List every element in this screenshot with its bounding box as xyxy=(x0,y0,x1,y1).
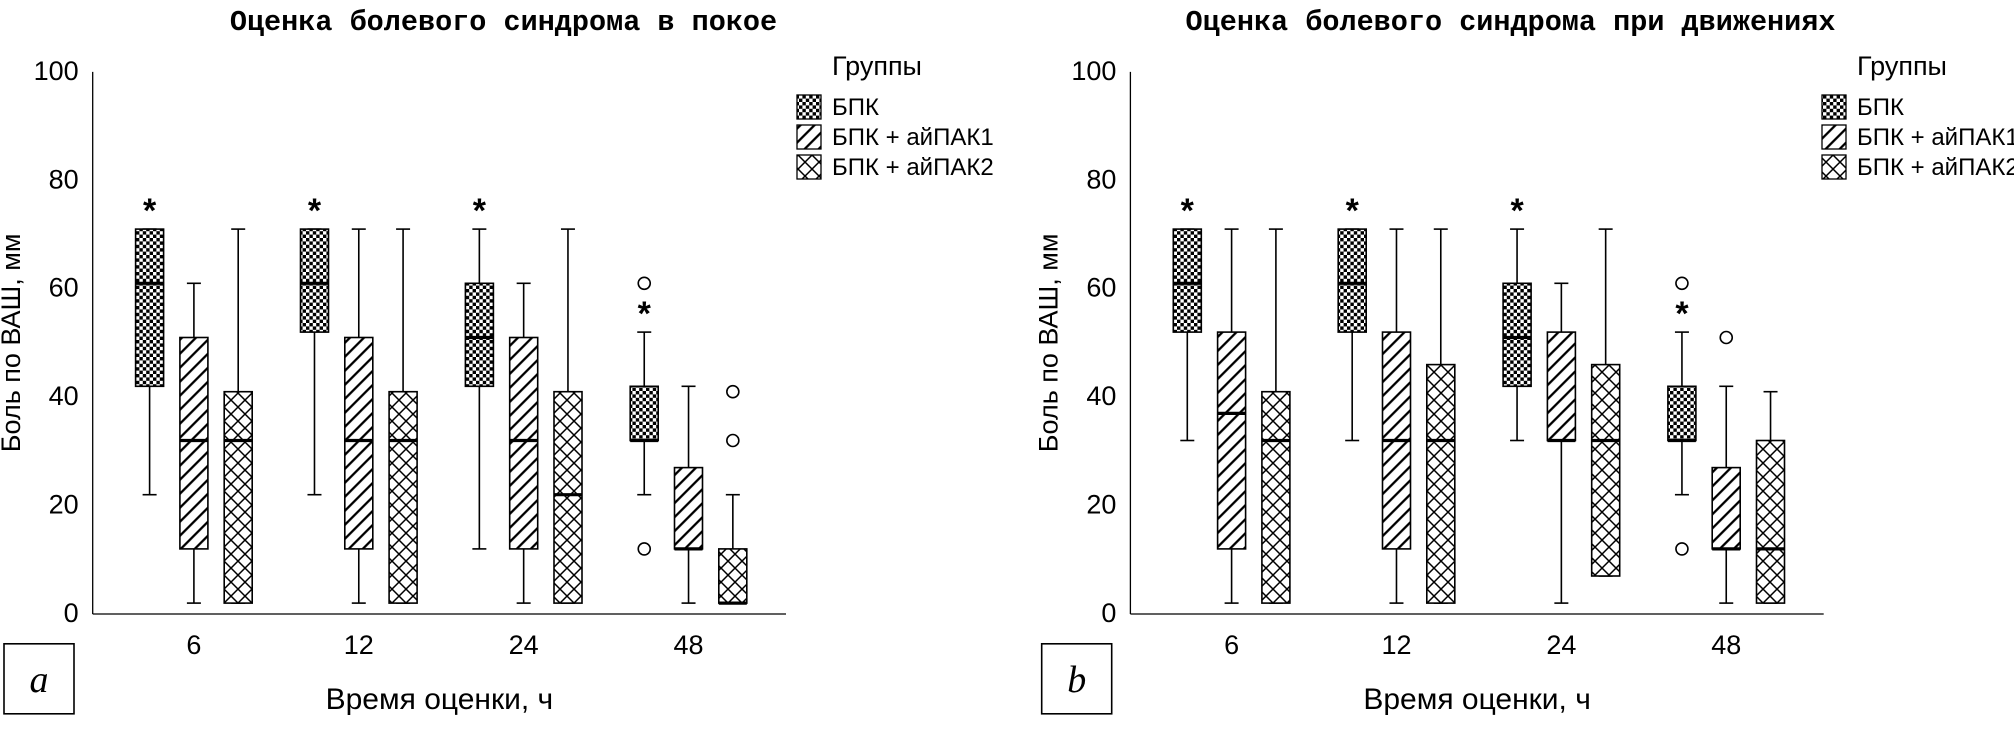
svg-text:БПК + айПАК2: БПК + айПАК2 xyxy=(832,154,994,181)
svg-text:80: 80 xyxy=(49,164,79,194)
svg-text:80: 80 xyxy=(1086,164,1116,194)
svg-text:a: a xyxy=(30,659,49,701)
svg-text:БПК + айПАК1: БПК + айПАК1 xyxy=(832,124,994,151)
svg-text:Группы: Группы xyxy=(832,51,922,81)
svg-text:12: 12 xyxy=(344,630,374,660)
svg-text:*: * xyxy=(638,295,652,333)
svg-text:6: 6 xyxy=(186,630,201,660)
svg-text:Группы: Группы xyxy=(1857,51,1947,81)
svg-text:40: 40 xyxy=(1086,381,1116,411)
svg-text:b: b xyxy=(1067,659,1086,701)
svg-text:48: 48 xyxy=(1711,630,1741,660)
svg-text:20: 20 xyxy=(1086,490,1116,520)
svg-text:Боль по ВАШ, мм: Боль по ВАШ, мм xyxy=(0,234,26,453)
svg-text:24: 24 xyxy=(1546,630,1576,660)
svg-text:*: * xyxy=(1346,192,1360,230)
svg-text:*: * xyxy=(473,192,487,230)
svg-text:Оценка болевого синдрома в пок: Оценка болевого синдрома в покое xyxy=(230,6,777,39)
svg-text:*: * xyxy=(1181,192,1195,230)
svg-text:20: 20 xyxy=(49,490,79,520)
svg-text:6: 6 xyxy=(1224,630,1239,660)
svg-text:24: 24 xyxy=(509,630,539,660)
svg-text:*: * xyxy=(1675,295,1689,333)
svg-text:100: 100 xyxy=(1071,56,1116,86)
svg-text:Время оценки, ч: Время оценки, ч xyxy=(326,683,554,716)
svg-text:0: 0 xyxy=(1101,598,1116,628)
svg-text:12: 12 xyxy=(1381,630,1411,660)
svg-text:60: 60 xyxy=(1086,273,1116,303)
svg-text:100: 100 xyxy=(34,56,79,86)
svg-text:*: * xyxy=(143,192,157,230)
svg-text:Время оценки, ч: Время оценки, ч xyxy=(1363,683,1591,716)
svg-text:БПК + айПАК2: БПК + айПАК2 xyxy=(1857,154,2014,181)
svg-text:Боль по ВАШ, мм: Боль по ВАШ, мм xyxy=(1034,234,1064,453)
svg-text:БПК: БПК xyxy=(1857,94,1904,121)
svg-text:0: 0 xyxy=(64,598,79,628)
svg-text:*: * xyxy=(1510,192,1524,230)
svg-text:48: 48 xyxy=(674,630,704,660)
svg-text:БПК: БПК xyxy=(832,94,879,121)
svg-text:*: * xyxy=(308,192,322,230)
svg-text:БПК + айПАК1: БПК + айПАК1 xyxy=(1857,124,2014,151)
svg-text:40: 40 xyxy=(49,381,79,411)
svg-text:60: 60 xyxy=(49,273,79,303)
svg-text:Оценка болевого синдрома при д: Оценка болевого синдрома при движениях xyxy=(1186,6,1836,39)
